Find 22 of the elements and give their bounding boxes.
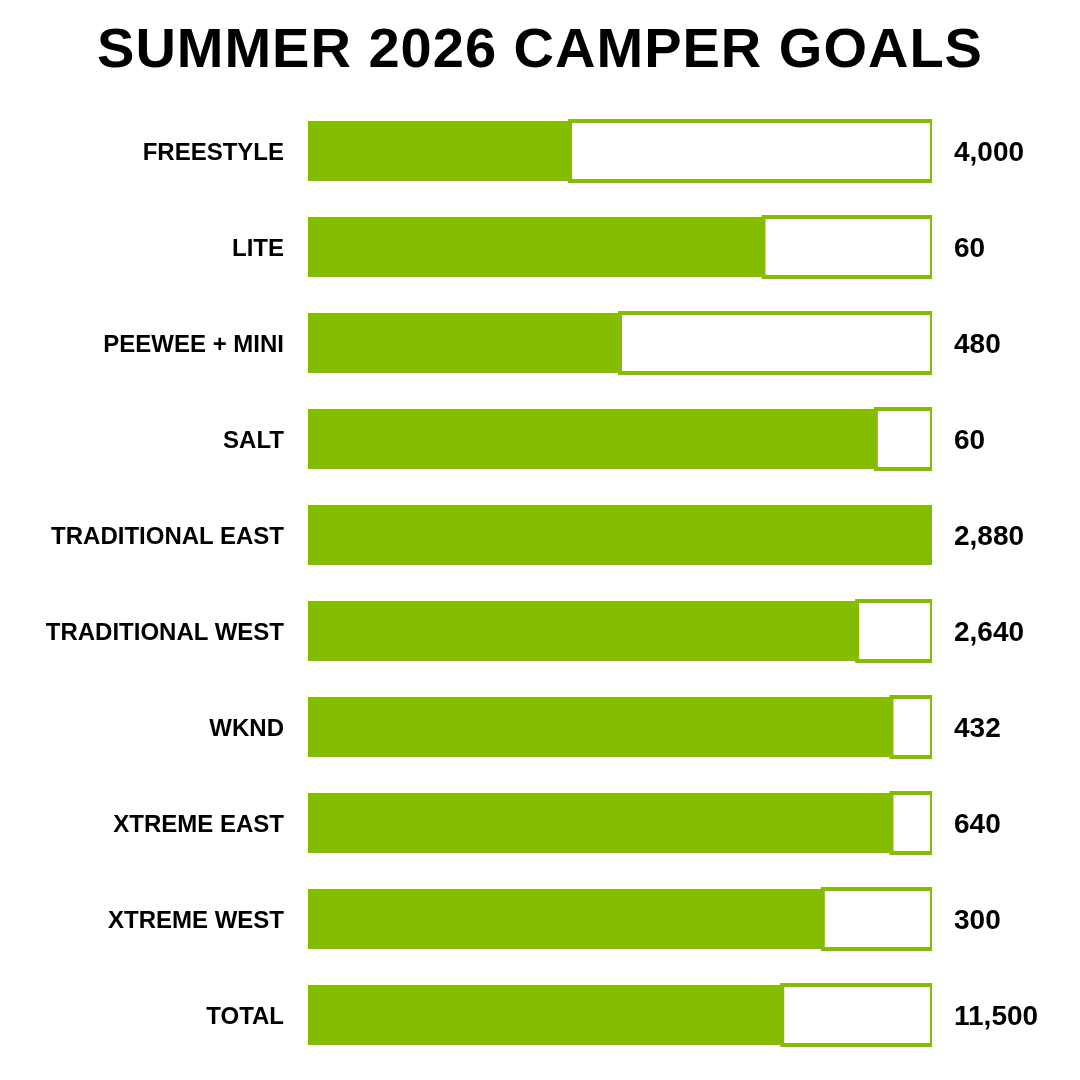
text: 11,500: [954, 999, 1039, 1031]
y-tick-label: FREESTYLE: [142, 137, 284, 165]
y-tick-label: SALT: [223, 425, 285, 453]
y-tick-label: TRADITIONAL WEST: [45, 617, 285, 645]
text: 300: [954, 903, 1001, 935]
y-tick-label: LITE: [232, 233, 284, 261]
y-tick-label: XTREME EAST: [113, 809, 285, 837]
text: 4,000: [954, 135, 1025, 167]
text: 2,880: [954, 519, 1025, 551]
y-tick-label: XTREME WEST: [107, 905, 285, 933]
text: 60: [954, 423, 986, 455]
text: 480: [954, 327, 1001, 359]
bar: [308, 505, 932, 565]
chart-title: SUMMER 2026 CAMPER GOALS: [96, 15, 984, 81]
text: 2,640: [954, 615, 1025, 647]
y-tick-label: PEEWEE + MINI: [103, 329, 284, 357]
y-tick-label: TRADITIONAL EAST: [51, 521, 285, 549]
text: 432: [954, 711, 1001, 743]
text: 640: [954, 807, 1001, 839]
y-tick-label: TOTAL: [206, 1001, 284, 1029]
y-tick-label: WKND: [209, 713, 284, 741]
text: 60: [954, 231, 986, 263]
